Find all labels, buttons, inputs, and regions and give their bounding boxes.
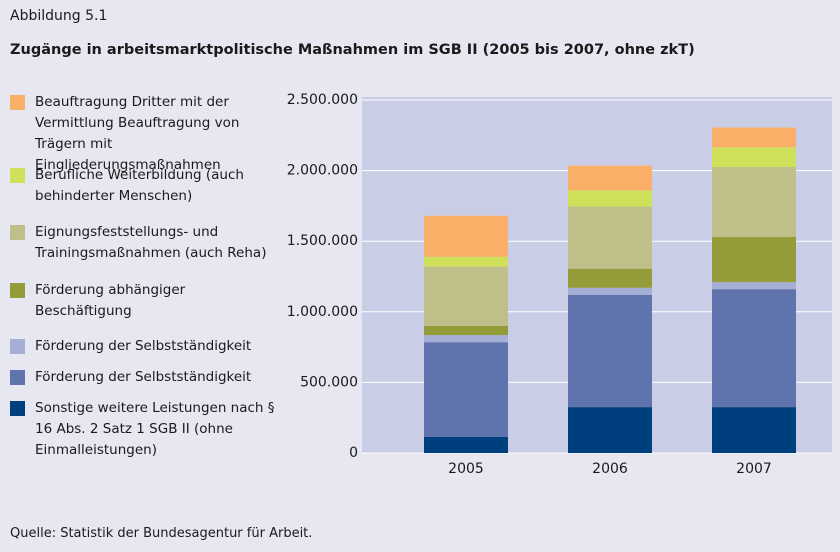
- legend-swatch: [10, 168, 25, 183]
- bar-segment: [568, 407, 652, 453]
- legend-label: Förderung abhängiger Beschäftigung: [35, 282, 186, 319]
- legend-swatch: [10, 339, 25, 354]
- bar-segment: [424, 335, 508, 343]
- bar-segment: [424, 266, 508, 326]
- legend-swatch: [10, 283, 25, 298]
- bar-segment: [568, 165, 652, 191]
- bar-segment: [568, 268, 652, 288]
- bar-segment: [568, 287, 652, 295]
- bar-segment: [712, 236, 796, 283]
- y-tick-label: 1.500.000: [287, 233, 358, 249]
- legend-label: Berufliche Weiterbildung (auch behindert…: [35, 167, 244, 204]
- legend-item: Eignungsfeststellungs- und Trainingsmaßn…: [10, 222, 300, 264]
- x-tick-label: 2006: [592, 461, 628, 477]
- x-tick-label: 2005: [448, 461, 484, 477]
- figure-label: Abbildung 5.1: [10, 8, 108, 24]
- legend-label: Förderung der Selbstständigkeit: [35, 369, 252, 385]
- legend-swatch: [10, 95, 25, 110]
- legend-label: Sonstige weitere Leistungen nach § 16 Ab…: [35, 400, 275, 458]
- bar-segment: [568, 294, 652, 408]
- y-tick-label: 2.500.000: [287, 92, 358, 108]
- legend-item: Sonstige weitere Leistungen nach § 16 Ab…: [10, 398, 300, 461]
- bar-segment: [424, 325, 508, 336]
- legend-item: Berufliche Weiterbildung (auch behindert…: [10, 165, 300, 207]
- bar-segment: [712, 282, 796, 290]
- legend-label: Beauftragung Dritter mit der Vermittlung…: [35, 94, 240, 173]
- legend-item: Förderung der Selbstständigkeit: [10, 367, 300, 388]
- bar-segment: [712, 407, 796, 453]
- bar-segment: [712, 167, 796, 237]
- source: Quelle: Statistik der Bundesagentur für …: [10, 526, 313, 541]
- legend-label: Eignungsfeststellungs- und Trainingsmaßn…: [35, 224, 267, 261]
- y-tick-label: 1.000.000: [287, 304, 358, 320]
- bar-segment: [568, 190, 652, 207]
- chart-title: Zugänge in arbeitsmarktpolitische Maßnah…: [10, 42, 695, 58]
- bar-segment: [712, 147, 796, 168]
- bar-segment: [424, 256, 508, 267]
- y-tick-label: 500.000: [300, 374, 358, 390]
- bar-segment: [712, 127, 796, 148]
- bar-segment: [424, 342, 508, 437]
- legend-label: Förderung der Selbstständigkeit: [35, 338, 252, 354]
- bar-segment: [712, 289, 796, 408]
- legend-swatch: [10, 401, 25, 416]
- legend-item: Beauftragung Dritter mit der Vermittlung…: [10, 92, 300, 176]
- legend-swatch: [10, 225, 25, 240]
- bar-segment: [424, 215, 508, 257]
- y-tick-label: 0: [349, 445, 358, 461]
- legend-item: Förderung der Selbstständigkeit: [10, 336, 300, 357]
- y-tick-label: 2.000.000: [287, 163, 358, 179]
- legend-swatch: [10, 370, 25, 385]
- bar-segment: [568, 206, 652, 269]
- legend-item: Förderung abhängiger Beschäftigung: [10, 280, 300, 322]
- bar-segment: [424, 436, 508, 453]
- x-tick-label: 2007: [736, 461, 772, 477]
